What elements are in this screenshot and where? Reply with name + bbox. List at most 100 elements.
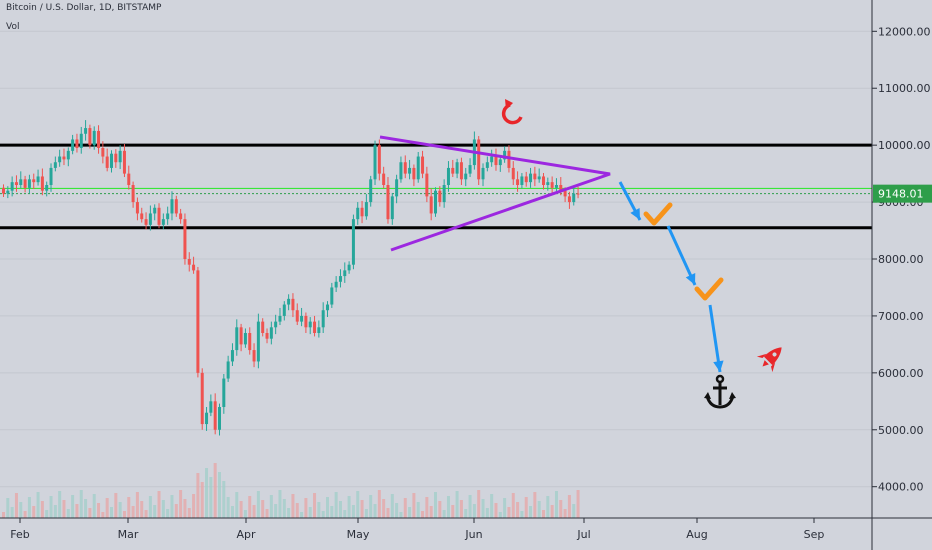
volume-bar <box>230 506 234 518</box>
candle <box>144 219 148 225</box>
volume-bar <box>248 496 252 518</box>
candle <box>23 179 27 188</box>
volume-bar <box>287 508 291 518</box>
volume-bar <box>110 507 113 518</box>
candle <box>550 182 554 188</box>
x-tick-label: Mar <box>118 528 139 541</box>
candle <box>205 412 209 425</box>
volume-bar <box>472 504 476 518</box>
volume-bar <box>429 506 433 518</box>
candle <box>313 321 317 333</box>
x-tick-label: May <box>347 528 370 541</box>
volume-bar <box>213 463 217 518</box>
volume-bar <box>84 499 88 518</box>
candle <box>10 182 14 191</box>
candle <box>446 167 450 185</box>
volume-bar <box>421 511 425 518</box>
volume-bar <box>274 504 278 518</box>
candle <box>105 156 109 168</box>
volume-bar <box>382 499 386 518</box>
candle <box>485 162 489 168</box>
candle <box>412 167 416 180</box>
candle <box>27 179 31 188</box>
y-tick-label: 4000.00 <box>878 481 924 494</box>
candle <box>291 298 295 311</box>
volume-bar <box>546 496 550 518</box>
volume-label: Vol <box>6 22 20 32</box>
candle <box>308 321 312 328</box>
x-tick-label: Apr <box>236 528 256 541</box>
volume-bar <box>459 500 463 518</box>
volume-bar <box>2 512 5 518</box>
candle <box>429 196 433 214</box>
volume-bar <box>19 502 23 518</box>
volume-bar <box>235 492 239 518</box>
candle <box>395 179 399 197</box>
checkmark-icon <box>694 277 724 301</box>
candle <box>369 179 373 203</box>
candle <box>153 207 157 214</box>
y-tick-label: 6000.00 <box>878 367 924 380</box>
candle <box>503 150 507 160</box>
volume-bar <box>157 491 161 518</box>
volume-bar <box>386 508 390 518</box>
candle <box>421 156 425 174</box>
volume-bar <box>261 500 265 518</box>
candle <box>179 213 183 220</box>
candle <box>563 190 567 197</box>
candle <box>157 207 161 225</box>
volume-bar <box>308 507 312 518</box>
candle <box>459 162 463 180</box>
candle <box>243 333 247 345</box>
anchor-icon <box>704 374 736 409</box>
volume-bar <box>45 510 49 518</box>
candle <box>71 139 75 151</box>
candle <box>494 156 498 166</box>
volume-bar <box>135 492 139 518</box>
volume-bar <box>166 509 170 518</box>
down-arrow <box>666 225 697 286</box>
candle <box>170 199 174 214</box>
volume-bar <box>442 510 446 518</box>
candle <box>507 150 511 168</box>
volume-bar <box>563 509 567 518</box>
volume-bar <box>490 494 494 518</box>
candle <box>533 173 537 180</box>
arrow-head <box>630 208 640 220</box>
volume-bar <box>317 502 321 518</box>
candle <box>192 264 196 271</box>
volume-bar <box>300 512 304 518</box>
candle <box>110 153 113 168</box>
candle <box>554 185 558 188</box>
volume-bar <box>516 502 520 518</box>
candle <box>338 276 342 282</box>
volume-bar <box>32 506 36 518</box>
volume-bar <box>416 502 420 518</box>
candle <box>58 156 62 163</box>
candle <box>66 150 70 160</box>
candle <box>135 202 139 214</box>
volume-bar <box>183 499 187 518</box>
candle <box>524 176 528 183</box>
volume-bar <box>468 495 472 518</box>
candle <box>40 176 44 191</box>
volume-bar <box>412 493 416 518</box>
candle <box>451 167 455 174</box>
volume-bar <box>58 491 62 518</box>
candle <box>347 264 351 271</box>
volume-bar <box>222 481 226 518</box>
candle <box>572 193 576 203</box>
candle <box>200 372 204 425</box>
volume-bar <box>377 490 381 518</box>
volume-bar <box>364 509 368 518</box>
volume-bar <box>170 495 174 518</box>
candle <box>274 321 278 328</box>
volume-bar <box>75 504 79 518</box>
volume-bar <box>373 504 377 518</box>
candle <box>300 315 304 322</box>
candle <box>567 196 571 203</box>
candle <box>174 199 178 214</box>
candle <box>213 401 217 430</box>
